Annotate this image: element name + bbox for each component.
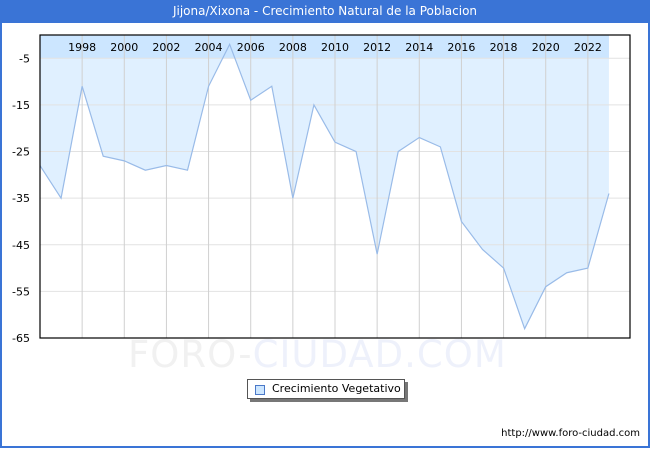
x-tick-label: 2010 xyxy=(321,41,349,54)
x-tick-label: 2022 xyxy=(574,41,602,54)
x-tick-label: 2006 xyxy=(237,41,265,54)
x-tick-label: 1998 xyxy=(68,41,96,54)
top-band-overlay xyxy=(40,35,609,59)
x-tick-label: 2012 xyxy=(363,41,391,54)
series-line xyxy=(39,42,610,331)
area-fill xyxy=(40,35,609,329)
source-credit: http://www.foro-ciudad.com xyxy=(501,428,640,439)
x-tick-label: 2016 xyxy=(447,41,475,54)
watermark-part1: FORO- xyxy=(128,333,253,376)
x-tick-label: 2018 xyxy=(490,41,518,54)
chart-title: Jijona/Xixona - Crecimiento Natural de l… xyxy=(0,0,650,23)
y-tick-label: -25 xyxy=(12,146,30,159)
x-tick-label: 2014 xyxy=(405,41,433,54)
y-tick-label: -45 xyxy=(12,239,30,252)
x-tick-label: 2008 xyxy=(279,41,307,54)
x-tick-label: 2004 xyxy=(195,41,223,54)
legend: Crecimiento Vegetativo xyxy=(247,379,405,399)
x-tick-label: 2000 xyxy=(110,41,138,54)
legend-swatch-icon xyxy=(255,385,265,395)
x-tick-label: 2020 xyxy=(532,41,560,54)
y-tick-label: -35 xyxy=(12,192,30,205)
y-tick-label: -5 xyxy=(19,52,30,65)
legend-label: Crecimiento Vegetativo xyxy=(272,382,401,395)
watermark-part2: CIUDAD.COM xyxy=(252,333,507,376)
y-tick-label: -55 xyxy=(12,285,30,298)
y-tick-label: -15 xyxy=(12,99,30,112)
y-tick-label: -65 xyxy=(12,332,30,345)
plot-border xyxy=(39,34,631,339)
watermark: FORO-CIUDAD.COM xyxy=(128,333,507,376)
x-tick-label: 2002 xyxy=(152,41,180,54)
